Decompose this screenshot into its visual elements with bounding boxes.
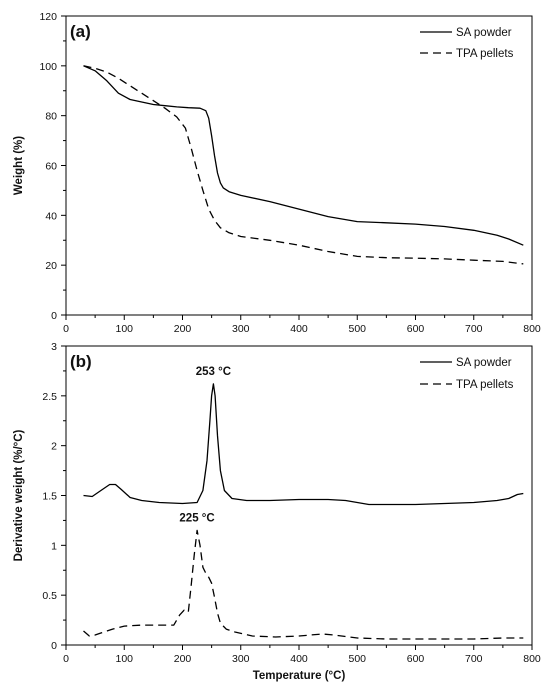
y-tick-label: 1.5 xyxy=(42,491,57,503)
legend-entry: SA powder xyxy=(456,27,512,39)
y-tick-label: 2.5 xyxy=(42,391,57,403)
peak-annotation: 253 °C xyxy=(196,366,231,378)
y-tick-label: 40 xyxy=(45,210,57,222)
x-tick-label: 400 xyxy=(290,323,308,335)
y-tick-label: 20 xyxy=(45,260,57,272)
legend-entry: TPA pellets xyxy=(456,48,514,60)
x-axis-label: Temperature (°C) xyxy=(253,670,346,682)
x-tick-label: 300 xyxy=(232,323,250,335)
x-tick-label: 600 xyxy=(407,323,425,335)
legend-entry: TPA pellets xyxy=(456,379,514,391)
y-tick-label: 60 xyxy=(45,161,57,173)
peak-annotation: 225 °C xyxy=(179,512,214,524)
y-tick-label: 80 xyxy=(45,111,57,123)
series-line-tpa-pellets xyxy=(83,529,524,640)
x-tick-label: 500 xyxy=(348,323,366,335)
x-tick-label: 0 xyxy=(63,323,69,335)
y-tick-label: 2 xyxy=(51,441,57,453)
x-tick-label: 300 xyxy=(232,653,250,665)
y-tick-label: 3 xyxy=(51,341,57,353)
series-line-sa-powder xyxy=(83,65,524,246)
x-tick-label: 800 xyxy=(523,323,541,335)
y-axis-label: Derivative weight (%/°C) xyxy=(13,429,25,561)
y-axis-label: Weight (%) xyxy=(13,136,25,195)
x-tick-label: 200 xyxy=(174,653,192,665)
y-tick-label: 0.5 xyxy=(42,590,57,602)
x-tick-label: 0 xyxy=(63,653,69,665)
x-tick-label: 400 xyxy=(290,653,308,665)
chart-panel-b: 0 100 200 300 400 500 600 700 800 0 0.5 1 1.5 2 2.5 3 De… xyxy=(13,341,541,682)
y-tick-label: 0 xyxy=(51,310,57,322)
x-tick-label: 600 xyxy=(407,653,425,665)
x-tick-label: 200 xyxy=(174,323,192,335)
legend-entry: SA powder xyxy=(456,357,512,369)
y-tick-label: 1 xyxy=(51,540,57,552)
series-line-sa-powder xyxy=(83,383,524,506)
series-line-tpa-pellets xyxy=(83,65,524,265)
panel-label: (a) xyxy=(70,22,91,41)
x-tick-label: 100 xyxy=(115,323,133,335)
x-tick-label: 800 xyxy=(523,653,541,665)
y-tick-label: 120 xyxy=(39,11,57,23)
plot-frame xyxy=(65,15,533,316)
chart-panel-a: 0 100 200 300 400 500 600 700 800 0 20 40 60 80 100 120… xyxy=(13,11,541,335)
x-tick-label: 700 xyxy=(465,653,483,665)
x-tick-label: 500 xyxy=(348,653,366,665)
x-tick-label: 700 xyxy=(465,323,483,335)
panel-label: (b) xyxy=(70,352,92,371)
x-tick-label: 100 xyxy=(115,653,133,665)
y-tick-label: 100 xyxy=(39,61,57,73)
y-tick-label: 0 xyxy=(51,640,57,652)
